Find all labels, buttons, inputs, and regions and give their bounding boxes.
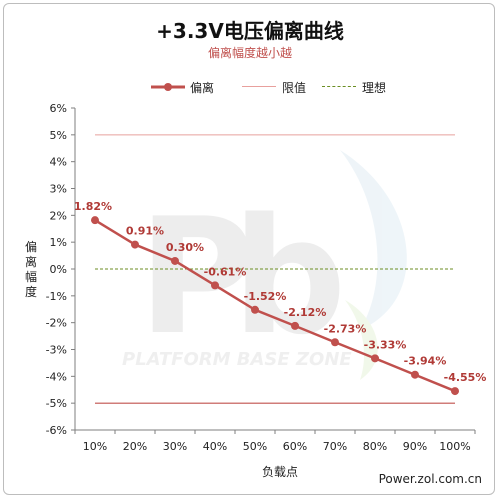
watermark-text: PLATFORM BASE ZONE bbox=[122, 349, 352, 370]
y-tick-label: 0% bbox=[50, 263, 67, 276]
y-tick-label: -3% bbox=[46, 344, 67, 357]
chart-frame bbox=[3, 3, 495, 495]
y-tick-label: 5% bbox=[50, 129, 67, 142]
data-label: -1.52% bbox=[244, 290, 287, 303]
series-line-deviation bbox=[94, 219, 456, 393]
data-point bbox=[291, 321, 299, 330]
x-tick-label: 20% bbox=[123, 440, 147, 453]
x-tick-label: 40% bbox=[203, 440, 227, 453]
x-tick-label: 60% bbox=[283, 440, 307, 453]
data-label: -2.12% bbox=[284, 306, 327, 319]
data-label: 0.30% bbox=[166, 241, 204, 254]
watermark-swoosh-green bbox=[345, 300, 378, 380]
x-axis-label: 负载点 bbox=[261, 465, 298, 479]
y-tick-label: 6% bbox=[50, 102, 67, 115]
watermark-swoosh-blue bbox=[340, 150, 407, 330]
data-point bbox=[411, 370, 419, 379]
chart-subtitle: 偏离幅度越小越 bbox=[207, 46, 292, 60]
data-label: -3.33% bbox=[364, 338, 407, 351]
data-point bbox=[451, 387, 459, 396]
legend-marker-deviation bbox=[151, 83, 185, 91]
y-tick-label: -6% bbox=[46, 424, 67, 437]
y-tick-label: 2% bbox=[50, 209, 67, 222]
data-label: -3.94% bbox=[404, 355, 447, 368]
y-tick-label: -5% bbox=[46, 397, 67, 410]
y-tick-label: 4% bbox=[50, 156, 67, 169]
legend-swatch-limit bbox=[242, 86, 276, 87]
watermark: P b PLATFORM BASE ZONE bbox=[122, 150, 407, 380]
data-point bbox=[91, 216, 99, 225]
watermark-logo-p: P bbox=[138, 183, 255, 370]
x-tick-label: 30% bbox=[163, 440, 187, 453]
y-axis-label-char: 幅 bbox=[24, 270, 37, 284]
data-label: 1.82% bbox=[74, 200, 112, 213]
x-tick-label: 10% bbox=[83, 440, 107, 453]
x-tick-label: 100% bbox=[439, 440, 470, 453]
y-tick-label: -2% bbox=[46, 317, 67, 330]
y-tick-label: -4% bbox=[46, 370, 67, 383]
data-label: -4.55% bbox=[444, 371, 487, 384]
data-point bbox=[251, 305, 259, 314]
legend-swatch-ideal bbox=[322, 86, 356, 87]
data-point bbox=[331, 338, 339, 347]
y-axis-label: 偏离幅度 bbox=[24, 240, 38, 300]
y-tick-label: 3% bbox=[50, 183, 67, 196]
x-tick-label: 70% bbox=[323, 440, 347, 453]
legend-label-limit: 限值 bbox=[282, 81, 307, 95]
data-label: -2.73% bbox=[324, 322, 367, 335]
data-point bbox=[171, 256, 179, 265]
y-axis-label-char: 偏 bbox=[24, 240, 37, 254]
x-tick-label: 80% bbox=[363, 440, 387, 453]
legend-label-deviation: 偏离 bbox=[190, 81, 215, 95]
data-point bbox=[211, 281, 219, 290]
data-point bbox=[131, 240, 139, 249]
x-tick-label: 50% bbox=[243, 440, 267, 453]
y-axis-label-char: 度 bbox=[24, 285, 37, 299]
x-tick-label: 90% bbox=[403, 440, 427, 453]
legend-label-ideal: 理想 bbox=[362, 81, 387, 95]
chart-title: +3.3V电压偏离曲线 bbox=[156, 19, 344, 43]
y-tick-label: -1% bbox=[46, 290, 67, 303]
y-tick-label: 1% bbox=[50, 236, 67, 249]
data-point bbox=[371, 354, 379, 363]
source-credit: Power.zol.com.cn bbox=[378, 472, 482, 486]
data-label: -0.61% bbox=[204, 265, 247, 278]
data-label: 0.91% bbox=[126, 225, 164, 238]
plot-area: 6% 5% 4% 3% 2% 1% 0% -1% -2% -3% -4% -5% -6% 10% 20% 30… bbox=[46, 102, 487, 453]
watermark-logo-b: b bbox=[232, 183, 347, 370]
y-axis-label-char: 离 bbox=[24, 255, 37, 269]
legend: 偏离 限值 理想 bbox=[150, 78, 410, 96]
